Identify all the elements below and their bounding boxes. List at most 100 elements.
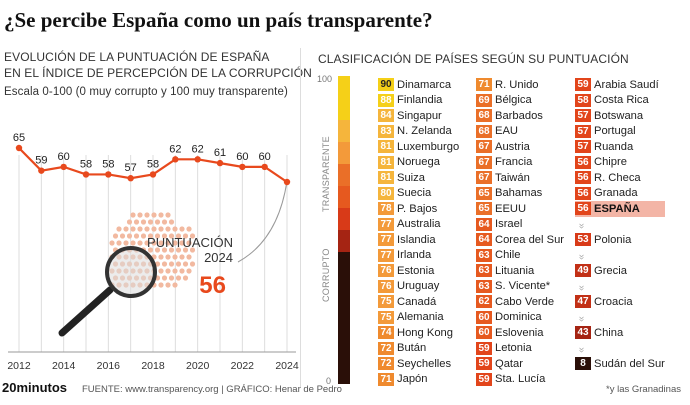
country-name: China xyxy=(594,326,624,339)
map-dot xyxy=(182,275,189,281)
ranking-row: 75 Canadá xyxy=(378,294,459,310)
country-name: ESPAÑA xyxy=(594,202,640,215)
data-point xyxy=(172,156,179,163)
map-dot xyxy=(116,240,122,246)
scale-band xyxy=(338,120,350,142)
x-tick-label: 2012 xyxy=(7,360,31,372)
page-title: ¿Se percibe España como un país transpar… xyxy=(4,8,433,32)
country-name: Alemania xyxy=(397,311,444,324)
ranking-row: 81 Luxemburgo xyxy=(378,139,459,155)
ranking-row: 75 Alemania xyxy=(378,310,459,326)
axis-label-corrupto: CORRUPTO xyxy=(321,248,331,302)
data-point xyxy=(216,159,224,167)
scale-band xyxy=(338,186,350,208)
map-dot xyxy=(147,219,154,225)
country-name: Croacia xyxy=(594,295,633,308)
country-name: Suiza xyxy=(397,171,425,184)
map-dot xyxy=(144,226,150,232)
score-badge: 67 xyxy=(476,155,492,169)
map-dot xyxy=(123,226,129,232)
map-dot xyxy=(175,261,182,267)
score-badge: 88 xyxy=(378,93,394,107)
ranking-row: 77 Australia xyxy=(378,217,459,233)
map-dot xyxy=(126,233,133,239)
ranking-row: 59 Letonia xyxy=(476,341,564,357)
score-badge: 63 xyxy=(476,264,492,278)
ranking-row: 81 Noruega xyxy=(378,155,459,171)
map-dot xyxy=(123,240,129,246)
score-badge: 76 xyxy=(378,279,394,293)
score-badge: 60 xyxy=(476,326,492,340)
ranking-row: 49 Grecia xyxy=(575,263,665,279)
data-point xyxy=(127,175,134,182)
score-badge: 75 xyxy=(378,295,394,309)
score-badge: 81 xyxy=(378,171,394,185)
ranking-row: 64 Israel xyxy=(476,217,564,233)
ranking-row: 71 Japón xyxy=(378,372,459,388)
map-dot xyxy=(133,233,140,239)
country-name: Finlandia xyxy=(397,94,443,107)
scale-band xyxy=(338,208,350,230)
spain-score-chart: 65 59 60 58 58 57 58 62 62 61 60 60 2012 2014 2016 201… xyxy=(7,132,299,372)
country-name: Irlanda xyxy=(397,249,432,262)
ranking-row: 57 Ruanda xyxy=(575,139,665,155)
ranking-row: 60 Eslovenia xyxy=(476,325,564,341)
ranking-row: 78 P. Bajos xyxy=(378,201,459,217)
callout-label: PUNTUACIÓN xyxy=(147,235,233,250)
data-point xyxy=(82,171,90,178)
scale-max-label: 100 xyxy=(317,74,333,84)
map-dot xyxy=(154,219,161,225)
ranking-row: 60 Dominica xyxy=(476,310,564,326)
score-badge: 84 xyxy=(378,109,394,123)
left-subtitle-line2: EN EL ÍNDICE DE PERCEPCIÓN DE LA CORRUPC… xyxy=(4,66,312,80)
country-name: Costa Rica xyxy=(594,94,649,107)
scale-band xyxy=(338,98,350,120)
country-name: Austria xyxy=(495,140,530,153)
scale-band xyxy=(338,318,350,340)
score-badge: 78 xyxy=(378,202,394,216)
ranking-row: 65 EEUU xyxy=(476,201,564,217)
ranking-row: 57 Botswana xyxy=(575,108,665,124)
score-badge: 56 xyxy=(575,171,591,185)
score-badge: 77 xyxy=(378,248,394,262)
score-badge: 53 xyxy=(575,233,591,247)
map-dot xyxy=(175,247,182,253)
country-name: Sudán del Sur xyxy=(594,357,665,370)
magnifier-icon xyxy=(58,246,157,337)
ranking-row: 77 Islandia xyxy=(378,232,459,248)
map-dot xyxy=(161,261,168,267)
country-name: Islandia xyxy=(397,233,436,246)
score-badge: 49 xyxy=(575,264,591,278)
score-badge: 68 xyxy=(476,109,492,123)
score-badge: 74 xyxy=(378,326,394,340)
map-dot xyxy=(151,226,157,232)
ellipsis-icon: » xyxy=(575,222,587,229)
ranking-row: 80 Suecia xyxy=(378,186,459,202)
map-dot xyxy=(168,275,175,281)
country-name: Chile xyxy=(495,249,521,262)
country-name: Estonia xyxy=(397,264,435,277)
column-divider xyxy=(300,48,301,388)
scale-min-label: 0 xyxy=(326,376,332,386)
map-dot xyxy=(112,233,119,239)
data-point xyxy=(239,163,246,171)
map-dot xyxy=(179,254,185,260)
map-dot xyxy=(179,226,185,232)
map-dot xyxy=(161,275,168,281)
map-dot xyxy=(161,247,168,253)
country-name: EAU xyxy=(495,125,519,138)
score-badge: 56 xyxy=(575,155,591,169)
ranking-column-3: 59 Arabia Saudí 58 Costa Rica 57 Botswana 57 Po… xyxy=(575,77,665,372)
data-label: 65 xyxy=(13,132,25,144)
map-dot xyxy=(158,212,164,218)
country-name: Uruguay xyxy=(397,280,440,293)
score-badge: 58 xyxy=(575,93,591,107)
score-badge: 56 xyxy=(575,186,591,200)
score-badge: 8 xyxy=(575,357,591,371)
ranking-row: 67 Taiwán xyxy=(476,170,564,186)
map-dot xyxy=(137,240,143,246)
x-tick-label: 2022 xyxy=(231,360,255,372)
map-dot xyxy=(172,268,178,274)
ranking-row: 64 Corea del Sur xyxy=(476,232,564,248)
score-badge: 63 xyxy=(476,279,492,293)
